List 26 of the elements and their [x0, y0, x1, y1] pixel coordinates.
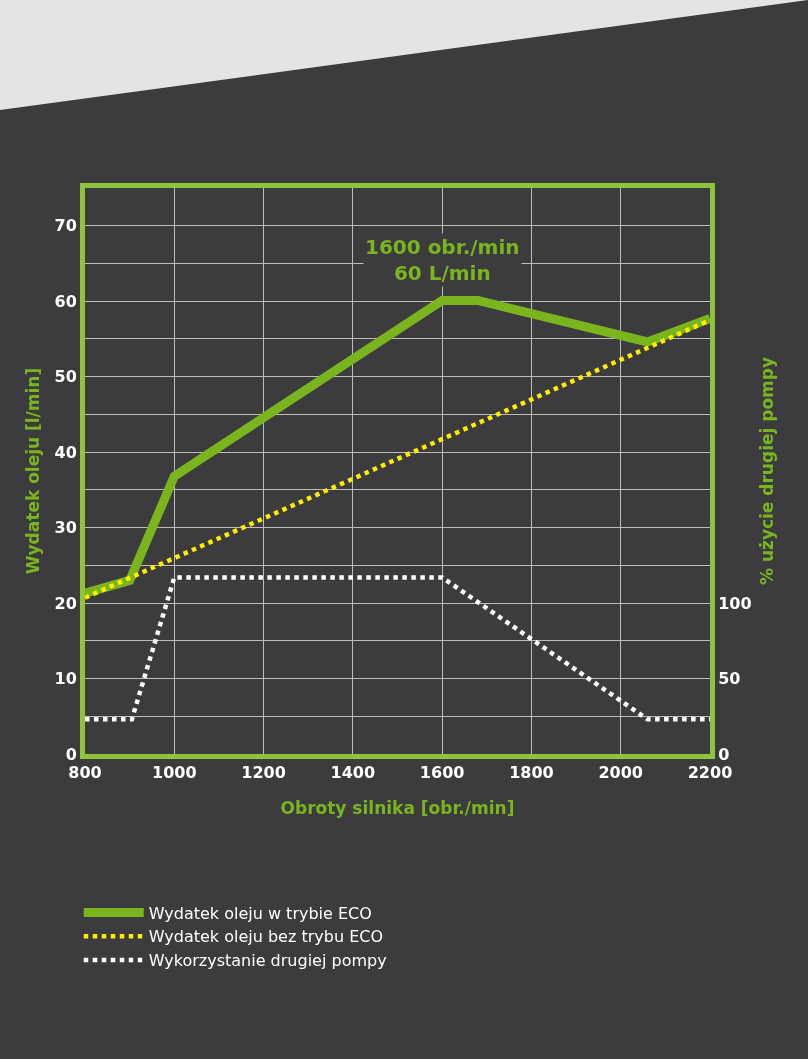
y2-tick-label: 0: [718, 744, 730, 764]
x-tick-label: 1800: [509, 763, 554, 783]
x-tick-label: 800: [68, 763, 102, 783]
y-tick-label: 10: [54, 669, 77, 689]
y-tick-label: 20: [54, 593, 77, 613]
x-tick-label: 2000: [598, 763, 643, 783]
legend-label: Wykorzystanie drugiej pompy: [148, 951, 387, 971]
x-axis-title: Obroty silnika [obr./min]: [280, 797, 515, 818]
y-tick-label: 60: [54, 291, 77, 311]
x-tick-label: 1200: [241, 763, 286, 783]
y-tick-label: 40: [54, 442, 77, 462]
y2-tick-label: 50: [718, 669, 741, 689]
y-axis-title: Wydatek oleju [l/min]: [23, 367, 44, 575]
x-tick-label: 1400: [330, 763, 376, 783]
y-tick-label: 0: [65, 744, 77, 764]
x-tick-label: 1000: [152, 763, 197, 783]
y-tick-label: 70: [54, 216, 77, 236]
y-tick-label: 50: [54, 367, 77, 387]
x-tick-label: 2200: [687, 763, 733, 783]
x-tick-label: 1600: [419, 763, 465, 783]
legend-label: Wydatek oleju bez trybu ECO: [148, 927, 383, 947]
y2-tick-label: 100: [718, 593, 752, 613]
annotation: 1600 obr./min 60 L/min: [365, 235, 520, 285]
y-tick-label: 30: [54, 518, 77, 538]
legend-label: Wydatek oleju w trybie ECO: [148, 903, 372, 923]
y2-axis-title: % użycie drugiej pompy: [757, 356, 778, 586]
